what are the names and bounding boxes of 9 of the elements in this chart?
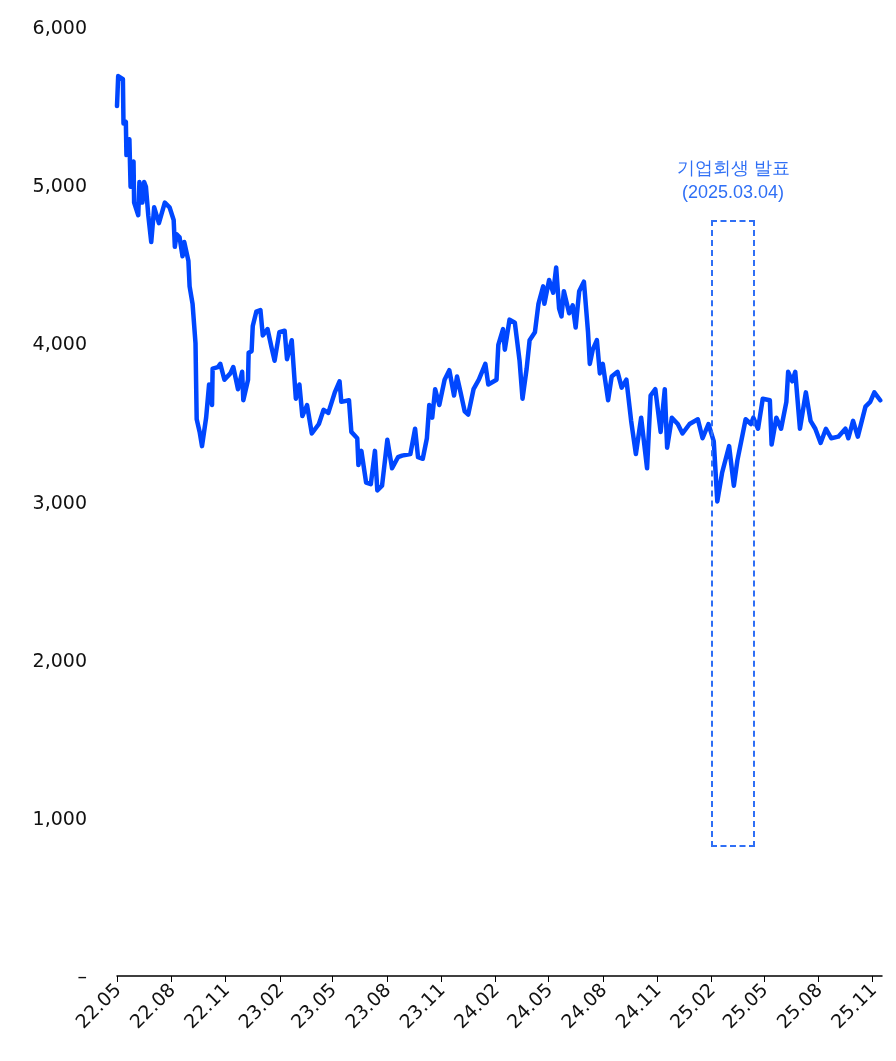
y-tick-label: 3,000 <box>32 490 87 513</box>
y-tick-label: 5,000 <box>32 174 87 197</box>
y-tick-label: 2,000 <box>32 648 87 671</box>
line-series <box>114 73 883 504</box>
y-tick-label: 1,000 <box>32 806 87 829</box>
annotation: 기업회생 발표 (2025.03.04) <box>676 158 790 202</box>
y-tick-label: 6,000 <box>32 16 87 38</box>
y-tick-label: 4,000 <box>32 332 87 355</box>
y-tick-label: – <box>77 965 87 987</box>
